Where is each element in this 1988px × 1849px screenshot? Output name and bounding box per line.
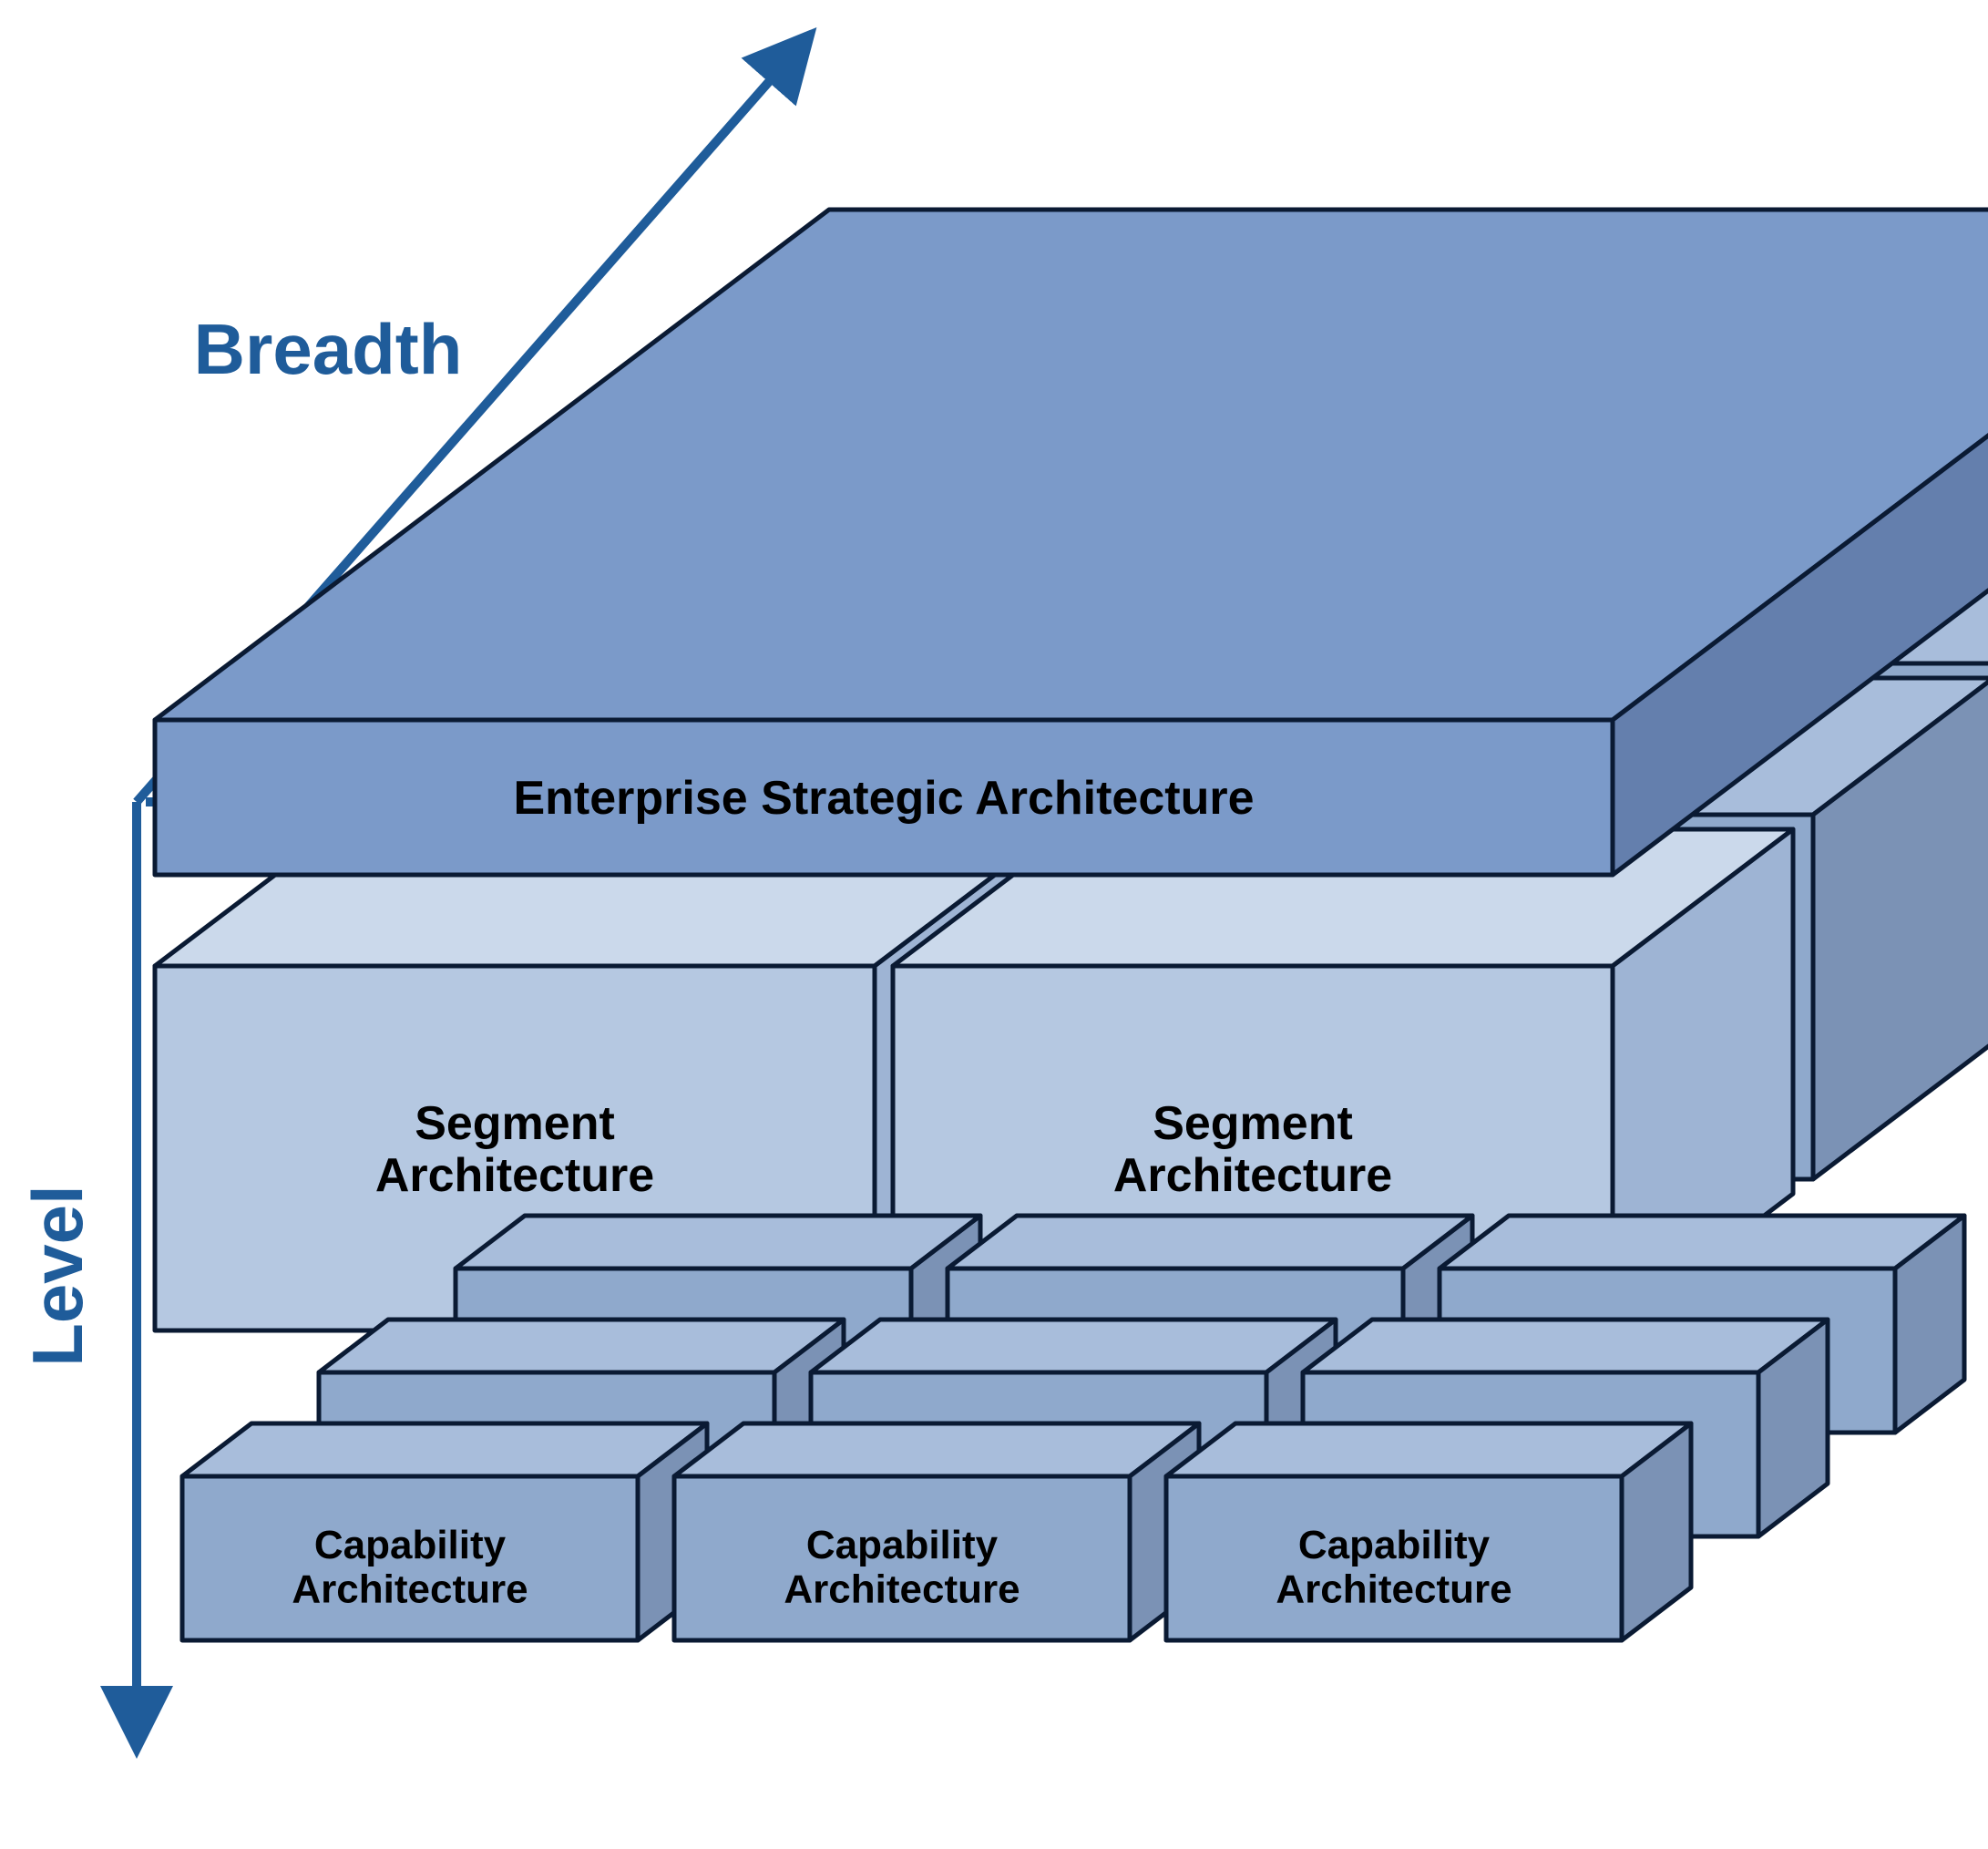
level-label: Level: [17, 1185, 97, 1366]
breadth-label: Breadth: [194, 309, 463, 389]
architecture-diagram: BreadthTimeLevel SegmentArchitectureSegm…: [0, 0, 1988, 1849]
capability-label-1: CapabilityArchitecture: [784, 1523, 1020, 1611]
segment-label-1: SegmentArchitecture: [1113, 1097, 1392, 1202]
capability-label-2: CapabilityArchitecture: [1276, 1523, 1511, 1611]
segment-label-0: SegmentArchitecture: [375, 1097, 654, 1202]
enterprise-label: Enterprise Strategic Architecture: [513, 772, 1254, 825]
capability-label-0: CapabilityArchitecture: [292, 1523, 528, 1611]
